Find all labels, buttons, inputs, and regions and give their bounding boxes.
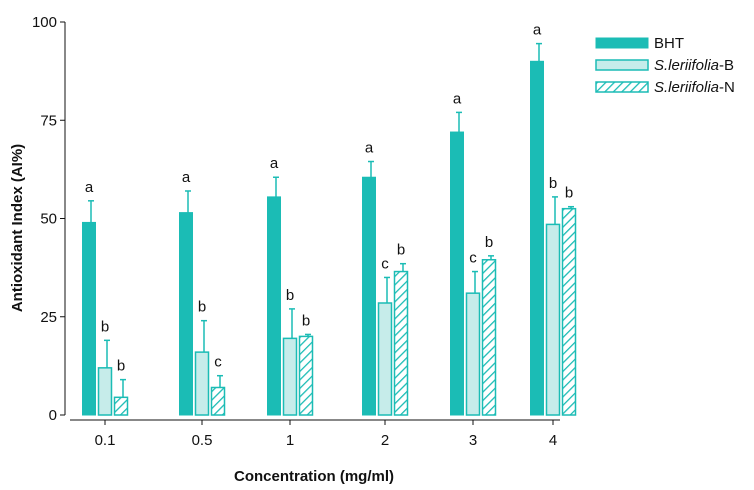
axes: 0 25 50 75 100 0.1 0.5 1 2 3 4	[32, 14, 560, 449]
bar	[194, 351, 210, 416]
y-tick-label: 100	[32, 14, 57, 31]
bar	[210, 386, 226, 416]
significance-letter: a	[182, 169, 191, 186]
bar	[545, 223, 561, 416]
significance-letter: c	[214, 354, 222, 371]
y-tick-label: 50	[40, 211, 57, 228]
significance-letter: a	[365, 140, 374, 157]
bar	[530, 60, 544, 416]
significance-letter: b	[565, 185, 573, 202]
x-tick-label: 0.5	[192, 432, 213, 449]
significance-letter: b	[485, 234, 493, 251]
bar	[298, 335, 314, 416]
legend: BHT S.leriifolia-B S.leriifolia-N	[595, 35, 735, 96]
x-axis-title: Concentration (mg/ml)	[234, 468, 394, 485]
legend-swatch	[595, 59, 649, 71]
bar	[282, 337, 298, 416]
bar	[113, 396, 129, 416]
significance-letter: a	[85, 179, 94, 196]
bars	[82, 42, 577, 416]
significance-letter: a	[533, 22, 542, 39]
x-tick-label: 4	[549, 432, 557, 449]
bar	[82, 221, 96, 416]
y-axis-title: Antioxidant Index (AI%)	[9, 144, 26, 312]
legend-label: S.leriifolia-N	[654, 79, 735, 96]
bar	[97, 367, 113, 416]
bar	[362, 176, 376, 416]
significance-letter: b	[302, 312, 310, 329]
x-tick-label: 3	[469, 432, 477, 449]
y-tick-label: 25	[40, 309, 57, 326]
significance-letter: c	[381, 255, 389, 272]
legend-swatch	[595, 37, 649, 49]
significance-letter: b	[101, 318, 109, 335]
significance-letter: c	[469, 250, 477, 267]
legend-label: S.leriifolia-B	[654, 57, 734, 74]
y-tick-label: 0	[49, 407, 57, 424]
y-tick-label: 75	[40, 112, 57, 129]
significance-letter: b	[549, 175, 557, 192]
significance-letter: b	[286, 287, 294, 304]
x-tick-label: 0.1	[95, 432, 116, 449]
bar	[465, 292, 481, 416]
x-tick-label: 1	[286, 432, 294, 449]
bar	[377, 302, 393, 416]
bar	[267, 196, 281, 416]
bar	[393, 270, 409, 416]
bar	[179, 212, 193, 416]
x-tick-label: 2	[381, 432, 389, 449]
legend-label: BHT	[654, 35, 684, 52]
bar	[561, 207, 577, 416]
legend-swatch	[595, 81, 649, 93]
significance-letter: a	[453, 90, 462, 107]
bar	[481, 259, 497, 416]
significance-letter: b	[198, 299, 206, 316]
bar	[450, 131, 464, 416]
significance-letter: a	[270, 155, 279, 172]
significance-letter: b	[117, 358, 125, 375]
significance-letter: b	[397, 242, 405, 259]
